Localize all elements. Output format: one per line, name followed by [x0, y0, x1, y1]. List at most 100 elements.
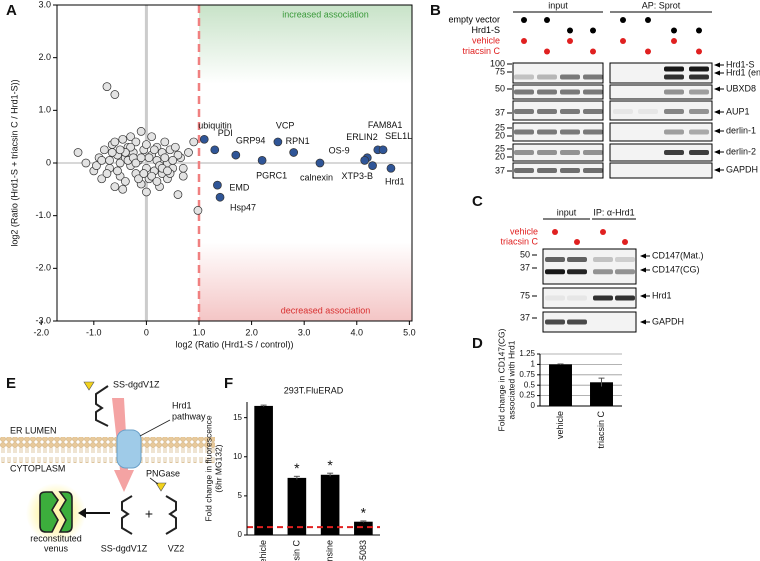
x-tick-label: -2.0: [33, 327, 49, 337]
data-point: [213, 180, 222, 190]
band: [583, 129, 603, 135]
significance-mark: *: [327, 457, 333, 473]
panel-letter: E: [6, 375, 16, 392]
y-tick-label: 0.75: [519, 370, 535, 379]
condition-dot: [567, 38, 573, 44]
region-label: increased association: [282, 9, 369, 19]
x-tick-label: triacsin C: [596, 411, 606, 449]
data-point: [131, 158, 141, 168]
blot-frame: [609, 62, 713, 84]
band: [664, 129, 684, 135]
data-point: [147, 171, 157, 181]
blot-frame: [609, 162, 713, 179]
band: [593, 295, 613, 301]
data-point: [131, 137, 141, 147]
x-tick-label: 4.0: [351, 327, 364, 337]
bar: [590, 382, 613, 406]
band: [545, 269, 565, 275]
bar: [354, 521, 373, 535]
band-arrow: [714, 62, 720, 68]
region: [199, 242, 412, 321]
band-label: derlin-1: [726, 125, 756, 135]
band-arrow: [640, 253, 646, 259]
data-point: [163, 166, 172, 176]
point-label: PDI: [218, 128, 233, 138]
y-tick-label: 0: [46, 157, 51, 167]
data-point: [178, 163, 188, 173]
arrowhead: [78, 508, 86, 518]
blot-frame: [542, 248, 637, 285]
data-point: [115, 158, 125, 168]
mw-label: 37: [495, 107, 505, 117]
condition-dot: [696, 48, 702, 55]
band: [514, 168, 534, 173]
x-tick-label: vehicle: [555, 411, 565, 439]
blot-header: IP: α-Hrd1: [593, 207, 634, 217]
y-tick-label: 15: [233, 413, 242, 422]
band: [545, 295, 565, 301]
region-label: decreased association: [281, 305, 371, 315]
band-label: GAPDH: [652, 316, 684, 326]
blot-frame: [609, 100, 713, 121]
bar: [254, 405, 273, 535]
condition-dot: [590, 27, 596, 34]
band-label: derlin-2: [726, 146, 756, 156]
mw-label: 37: [520, 312, 530, 322]
condition-dot: [645, 48, 651, 55]
condition-dot: [645, 17, 651, 23]
point-label: Hrd1: [385, 177, 405, 187]
band: [638, 108, 658, 114]
data-point: [105, 156, 114, 165]
band: [545, 319, 565, 325]
band: [689, 150, 709, 155]
band-label: GAPDH: [726, 164, 758, 174]
glycan: [83, 381, 95, 391]
panel-letter: D: [472, 335, 483, 352]
data-point: [126, 132, 135, 142]
condition-dot: [590, 48, 596, 55]
data-point: [210, 145, 220, 155]
band: [560, 89, 580, 95]
data-point: [189, 137, 199, 147]
data-point: [273, 137, 283, 147]
x-axis-label: log2 (Ratio (Hrd1-S / control)): [175, 339, 293, 349]
mw-label: 37: [520, 262, 530, 272]
y-axis-label: Fold change in CD147(CG): [496, 328, 506, 431]
x-tick-label: triacsin C: [291, 540, 301, 561]
data-point: [160, 153, 170, 163]
data-point: [168, 156, 178, 165]
y-tick-label: -2.0: [35, 263, 51, 273]
band: [537, 150, 557, 155]
band: [514, 150, 534, 155]
band: [567, 257, 587, 262]
band: [583, 168, 603, 173]
data-point: [113, 166, 122, 176]
bar: [320, 474, 340, 535]
band: [583, 89, 603, 95]
band: [537, 89, 557, 95]
y-tick-label: 0: [531, 401, 536, 410]
y-tick-label: 0.5: [524, 380, 536, 389]
data-point: [289, 148, 299, 157]
data-point: [110, 137, 120, 147]
band: [567, 295, 587, 301]
blot-frame: [609, 84, 713, 100]
condition-dot: [671, 38, 677, 44]
band-arrow: [714, 128, 720, 134]
panel-letter: C: [472, 193, 483, 210]
band: [583, 150, 603, 155]
band-label: Hrd1-S: [726, 59, 755, 69]
band-label: CD147(CG): [652, 264, 700, 274]
condition-dot: [622, 239, 628, 245]
data-point: [107, 148, 117, 157]
blot-frame: [512, 100, 604, 121]
data-point: [215, 192, 225, 202]
x-tick-label: 0: [144, 327, 149, 337]
band: [560, 74, 580, 80]
data-point: [139, 169, 149, 178]
band-arrow: [640, 293, 646, 299]
point-label: SEL1L: [385, 131, 412, 141]
channel: [116, 429, 142, 469]
